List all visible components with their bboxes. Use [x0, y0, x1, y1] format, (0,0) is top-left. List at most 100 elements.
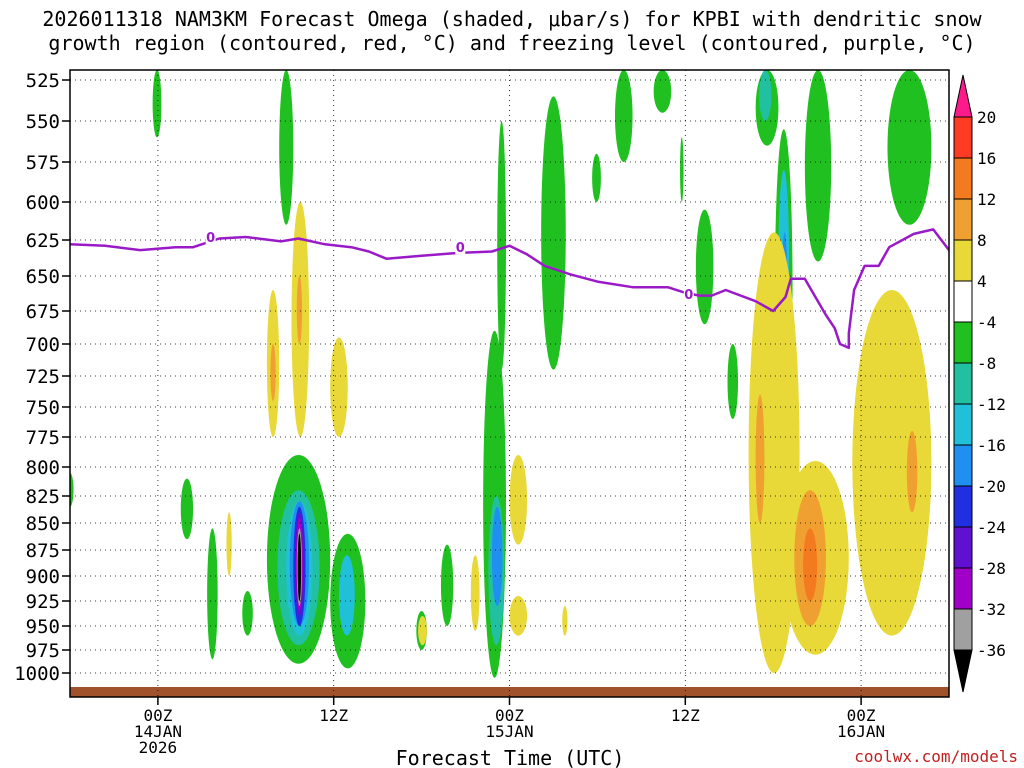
omega-positive-region-4 — [330, 337, 348, 438]
freezing-label-bg-2 — [683, 286, 694, 302]
x-tick-label-40-0: 00Z — [847, 706, 876, 725]
x-axis-title: Forecast Time (UTC) — [396, 746, 625, 768]
omega-positive-region-10 — [562, 606, 568, 636]
y-axis: 525 550 575 600 625 650 675 700 725 750 775 800 825 8… — [14, 70, 70, 685]
x-tick-label-0-1: 14JAN — [134, 722, 182, 741]
colorbar-band-4 — [953, 239, 973, 282]
y-tick-label-825: 825 — [26, 486, 60, 508]
colorbar-label-13: -36 — [977, 641, 1006, 660]
omega-positive-region-8 — [509, 455, 528, 545]
omega-positive-region-7 — [470, 555, 480, 631]
freezing-level-label-0: 0 — [206, 231, 215, 246]
omega-negative-region-26 — [653, 70, 672, 113]
y-tick-label-575: 575 — [26, 152, 60, 174]
colorbar-label-3: 8 — [977, 231, 987, 250]
colorbar-band-5 — [953, 280, 973, 323]
freezing-level-layer: 0 0 0 — [70, 228, 949, 350]
omega-negative-region-21 — [491, 506, 503, 606]
colorbar-label-11: -28 — [977, 559, 1006, 578]
y-tick-label-950: 950 — [26, 616, 60, 638]
colorbar-label-5: -4 — [977, 313, 996, 332]
omega-negative-region-3 — [207, 528, 218, 660]
y-tick-label-900: 900 — [26, 566, 60, 588]
freezing-level-label-2: 0 — [684, 288, 693, 303]
y-tick-label-850: 850 — [26, 513, 60, 535]
freezing-level-line — [70, 228, 949, 350]
colorbar-band-13 — [953, 608, 973, 651]
y-tick-label-975: 975 — [26, 640, 60, 662]
omega-negative-region-14 — [279, 70, 294, 225]
colorbar-band-7 — [953, 362, 973, 405]
y-tick-label-675: 675 — [26, 301, 60, 323]
omega-negative-region-0 — [70, 472, 74, 507]
colorbar-label-8: -16 — [977, 436, 1006, 455]
ground-surface — [70, 687, 949, 697]
colorbar-band-8 — [953, 403, 973, 446]
colorbar-band-10 — [953, 485, 973, 528]
x-tick-label-0-0: 00Z — [143, 706, 172, 725]
colorbar-band-1 — [953, 116, 973, 159]
y-tick-label-525: 525 — [26, 70, 60, 92]
colorbar-label-10: -24 — [977, 518, 1006, 537]
omega-positive-region-16 — [852, 290, 932, 636]
y-tick-label-550: 550 — [26, 111, 60, 133]
site-credit: coolwx.com/models — [854, 747, 1018, 766]
omega-negative-region-28 — [695, 209, 714, 325]
colorbar-label-1: 16 — [977, 149, 996, 168]
y-tick-label-750: 750 — [26, 397, 60, 419]
x-tick-label-10-0: 12Z — [319, 706, 348, 725]
y-tick-label-625: 625 — [26, 230, 60, 252]
omega-shading-layer — [70, 70, 932, 678]
y-tick-label-925: 925 — [26, 591, 60, 613]
y-tick-label-1000: 1000 — [14, 663, 60, 685]
colorbar-band-12 — [953, 567, 973, 610]
omega-negative-region-1 — [152, 70, 162, 138]
omega-positive-region-17 — [906, 431, 918, 513]
omega-positive-region-1 — [270, 344, 276, 401]
freezing-label-bg-0 — [205, 228, 216, 244]
omega-negative-region-25 — [614, 70, 633, 162]
colorbar-label-2: 12 — [977, 190, 996, 209]
colorbar-label-9: -20 — [977, 477, 1006, 496]
omega-negative-region-2 — [180, 478, 194, 540]
x-tick-label-40-1: 16JAN — [837, 722, 885, 741]
colorbar-label-6: -8 — [977, 354, 996, 373]
omega-positive-region-12 — [755, 394, 765, 523]
omega-negative-region-18 — [440, 544, 454, 626]
colorbar-band-6 — [953, 321, 973, 364]
colorbar-label-0: 20 — [977, 108, 996, 127]
y-tick-label-650: 650 — [26, 266, 60, 288]
omega-positive-region-6 — [418, 616, 427, 646]
y-tick-label-600: 600 — [26, 192, 60, 214]
x-tick-label-20-1: 15JAN — [485, 722, 533, 741]
chart-title-line-1: 2026011318 NAM3KM Forecast Omega (shaded… — [42, 7, 982, 31]
x-tick-label-20-0: 00Z — [495, 706, 524, 725]
colorbar-band-9 — [953, 444, 973, 487]
y-tick-label-725: 725 — [26, 366, 60, 388]
colorbar-label-4: 4 — [977, 272, 987, 291]
omega-negative-region-31 — [759, 70, 772, 121]
omega-negative-region-24 — [592, 153, 601, 202]
omega-negative-region-36 — [804, 70, 832, 262]
colorbar-label-12: -32 — [977, 600, 1006, 619]
colorbar-band-11 — [953, 526, 973, 569]
x-tick-label-30-0: 12Z — [671, 706, 700, 725]
y-tick-label-875: 875 — [26, 540, 60, 562]
omega-positive-region-5 — [226, 512, 232, 576]
omega-negative-region-23 — [541, 96, 566, 370]
colorbar-bottom-arrow — [953, 649, 973, 693]
y-tick-label-775: 775 — [26, 427, 60, 449]
colorbar-band-3 — [953, 198, 973, 241]
x-tick-label-0-2: 2026 — [139, 738, 178, 757]
omega-positive-region-3 — [296, 276, 303, 344]
omega-positive-region-9 — [509, 596, 528, 636]
y-tick-label-800: 800 — [26, 457, 60, 479]
omega-negative-region-4 — [242, 591, 253, 636]
omega-positive-region-15 — [803, 528, 818, 601]
colorbar: 20 16 12 8 4 -4 -8 -12 -16 -20 -24 -28 -32 -36 — [953, 74, 1006, 693]
omega-negative-region-13 — [297, 533, 302, 602]
omega-negative-region-37 — [887, 70, 932, 225]
colorbar-band-2 — [953, 157, 973, 200]
chart-title-line-2: growth region (contoured, red, °C) and f… — [48, 31, 976, 55]
